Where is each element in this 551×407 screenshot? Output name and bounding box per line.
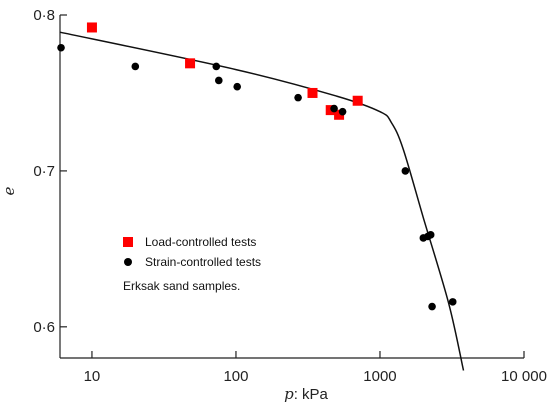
legend-marker-strain: [124, 258, 132, 266]
strain-controlled-point: [294, 93, 302, 102]
y-tick-label: 0·6: [33, 319, 55, 336]
strain-controlled-point: [57, 43, 65, 52]
x-axis-label-var: p: [284, 385, 294, 403]
annotation-text: Erksak sand samples.: [123, 279, 240, 293]
x-axis-label: p: kPa: [284, 385, 328, 403]
load-controlled-point: [307, 87, 318, 98]
load-controlled-point: [352, 95, 363, 106]
strain-controlled-point: [131, 62, 140, 71]
x-tick-label: 10 000: [501, 368, 547, 385]
y-ticks: 0·6 0·7 0·8: [33, 7, 67, 336]
strain-controlled-point: [330, 104, 338, 113]
x-tick-label: 10: [84, 368, 101, 385]
load-controlled-point: [334, 109, 345, 120]
x-tick-label: 1000: [363, 368, 396, 385]
strain-controlled-point: [426, 231, 435, 239]
legend-label-strain: Strain-controlled tests: [145, 255, 261, 269]
strain-controlled-point: [401, 167, 410, 175]
plot-axes: [59, 15, 524, 359]
load-controlled-point: [86, 22, 97, 33]
strain-controlled-point: [233, 82, 242, 91]
legend: Load-controlled tests Strain-controlled …: [123, 235, 261, 269]
strain-controlled-point: [215, 76, 223, 85]
y-tick-label: 0·8: [33, 7, 55, 24]
strain-controlled-point: [448, 298, 457, 306]
fit-line: [59, 31, 465, 371]
x-axis-label-unit: : kPa: [294, 386, 329, 403]
strain-controlled-point: [338, 107, 347, 116]
legend-label-load: Load-controlled tests: [145, 235, 256, 249]
y-tick-label: 0·7: [33, 163, 55, 180]
legend-marker-load: [123, 237, 133, 247]
x-ticks: 10 100 1000 10 000: [84, 351, 547, 385]
strain-controlled-point: [428, 302, 436, 311]
y-axis-label: e: [0, 186, 18, 195]
strain-controlled-point: [212, 62, 221, 71]
x-tick-label: 100: [223, 368, 248, 385]
data-points: [57, 22, 457, 311]
load-controlled-point: [185, 58, 196, 69]
